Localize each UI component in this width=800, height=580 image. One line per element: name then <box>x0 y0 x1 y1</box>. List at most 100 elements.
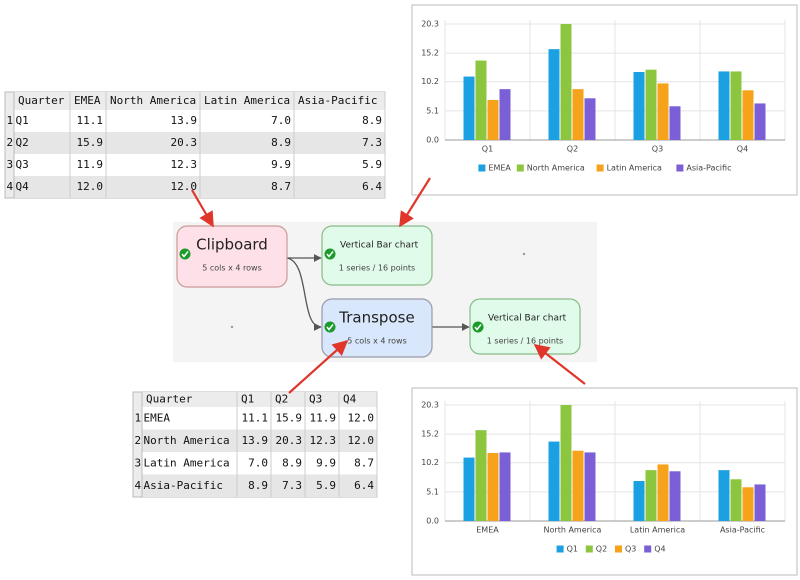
table-cell: 8.9 <box>271 136 291 149</box>
table-cell: 6.4 <box>354 479 374 492</box>
bar <box>475 430 487 521</box>
legend-label: EMEA <box>488 164 511 173</box>
header-cell: EMEA <box>74 94 101 107</box>
table-cell: 11.9 <box>310 411 337 424</box>
row-stripe <box>5 176 385 198</box>
check <box>181 251 189 258</box>
table-cell: 11.9 <box>77 158 104 171</box>
bar <box>572 450 584 521</box>
bar <box>645 470 657 521</box>
header-cell: Asia-Pacific <box>298 94 377 107</box>
node: Vertical Bar chart 1 series / 16 points <box>469 298 581 355</box>
header-cell: Q3 <box>309 393 322 406</box>
legend-label: Asia-Pacific <box>686 164 731 173</box>
table-cell: 8.9 <box>282 456 302 469</box>
x-tick-label: Latin America <box>630 526 685 535</box>
node-label: Vertical Bar chart <box>340 241 419 251</box>
x-tick-label: Q2 <box>567 145 578 154</box>
status-icon <box>472 321 484 333</box>
table-cell: 12.0 <box>171 180 198 193</box>
connector <box>286 257 322 331</box>
rownum-col <box>132 391 143 498</box>
legend-swatch <box>478 164 486 172</box>
table-cell: 9.9 <box>316 456 336 469</box>
row-number: 4 <box>7 180 14 193</box>
bar <box>633 481 645 521</box>
x-tick-label: Q3 <box>652 145 663 154</box>
node: Clipboard 5 cols x 4 rows <box>176 225 288 288</box>
bar <box>572 89 584 140</box>
header-row <box>5 92 385 110</box>
table-cell: Latin America <box>144 456 230 469</box>
table-cell: 11.1 <box>242 411 269 424</box>
dot <box>522 252 526 256</box>
row-number: 1 <box>135 411 142 424</box>
y-tick-label: 10.2 <box>421 77 439 86</box>
status-icon <box>324 321 336 333</box>
table-cell: 8.7 <box>354 456 374 469</box>
y-tick-label: 15.2 <box>421 49 439 58</box>
bar <box>742 90 754 140</box>
bar <box>730 71 742 140</box>
legend-label: Q4 <box>654 545 665 554</box>
bar <box>499 452 511 521</box>
x-tick-label: Asia-Pacific <box>720 526 765 535</box>
bar <box>548 49 560 141</box>
legend-swatch <box>596 164 604 172</box>
arrow <box>533 344 586 385</box>
row-stripe <box>133 474 377 497</box>
table-cell: 13.9 <box>171 114 198 127</box>
bar <box>718 71 730 140</box>
bar <box>584 98 596 140</box>
y-tick-label: 10.2 <box>421 458 439 467</box>
data-table: Quarter Q1 Q2 Q3 Q4 1 EMEA 11.1 15.9 11.9 12.0 2 Nor… <box>132 391 378 498</box>
row-number: 3 <box>135 456 142 469</box>
table-cell: 20.3 <box>276 434 303 447</box>
y-tick-label: 0.0 <box>426 517 439 526</box>
legend-label: Q2 <box>596 545 607 554</box>
data-table: Quarter EMEA North America Latin America Asi… <box>4 91 386 199</box>
header-cell: North America <box>110 94 196 107</box>
header-cell: Quarter <box>146 393 193 406</box>
status-icon <box>179 248 191 260</box>
legend-swatch <box>644 545 652 553</box>
table-cell: 15.9 <box>276 411 303 424</box>
legend-swatch <box>676 164 684 172</box>
chart: 0.0 5.1 10.2 15.2 20.3 EMEA North America Latin… <box>411 387 798 576</box>
table-cell: 11.1 <box>77 114 104 127</box>
legend-label: Q3 <box>625 545 636 554</box>
bar <box>499 89 511 140</box>
y-tick-label: 5.1 <box>426 487 439 496</box>
bar <box>560 24 572 140</box>
node-box <box>321 298 433 358</box>
bar <box>730 479 742 521</box>
chart: 0.0 5.1 10.2 15.2 20.3 Q1 Q2 Q3 Q4 EMEA North Amer… <box>411 4 798 196</box>
table-cell: 8.9 <box>248 479 268 492</box>
table-cell: 15.9 <box>77 136 104 149</box>
bar <box>645 69 657 140</box>
table-cell: 5.9 <box>362 158 382 171</box>
bar <box>657 83 669 140</box>
node-box <box>321 225 433 286</box>
y-tick-label: 15.2 <box>421 430 439 439</box>
row-number: 1 <box>7 114 14 127</box>
row-stripe <box>5 132 385 154</box>
node-label: Transpose <box>338 309 414 327</box>
bar <box>463 457 475 521</box>
check <box>326 251 334 258</box>
table-cell: 12.0 <box>348 434 375 447</box>
table-cell: 13.9 <box>242 434 269 447</box>
header-row <box>133 392 377 407</box>
bar <box>584 452 596 521</box>
bar <box>633 72 645 140</box>
bar <box>487 453 499 521</box>
bar <box>669 106 681 140</box>
node-box <box>469 298 581 355</box>
table-cell: 5.9 <box>316 479 336 492</box>
table-cell: 12.0 <box>77 180 104 193</box>
header-cell: Quarter <box>18 94 65 107</box>
bar <box>742 487 754 521</box>
header-cell: Q2 <box>275 393 288 406</box>
table-cell: 7.3 <box>282 479 302 492</box>
